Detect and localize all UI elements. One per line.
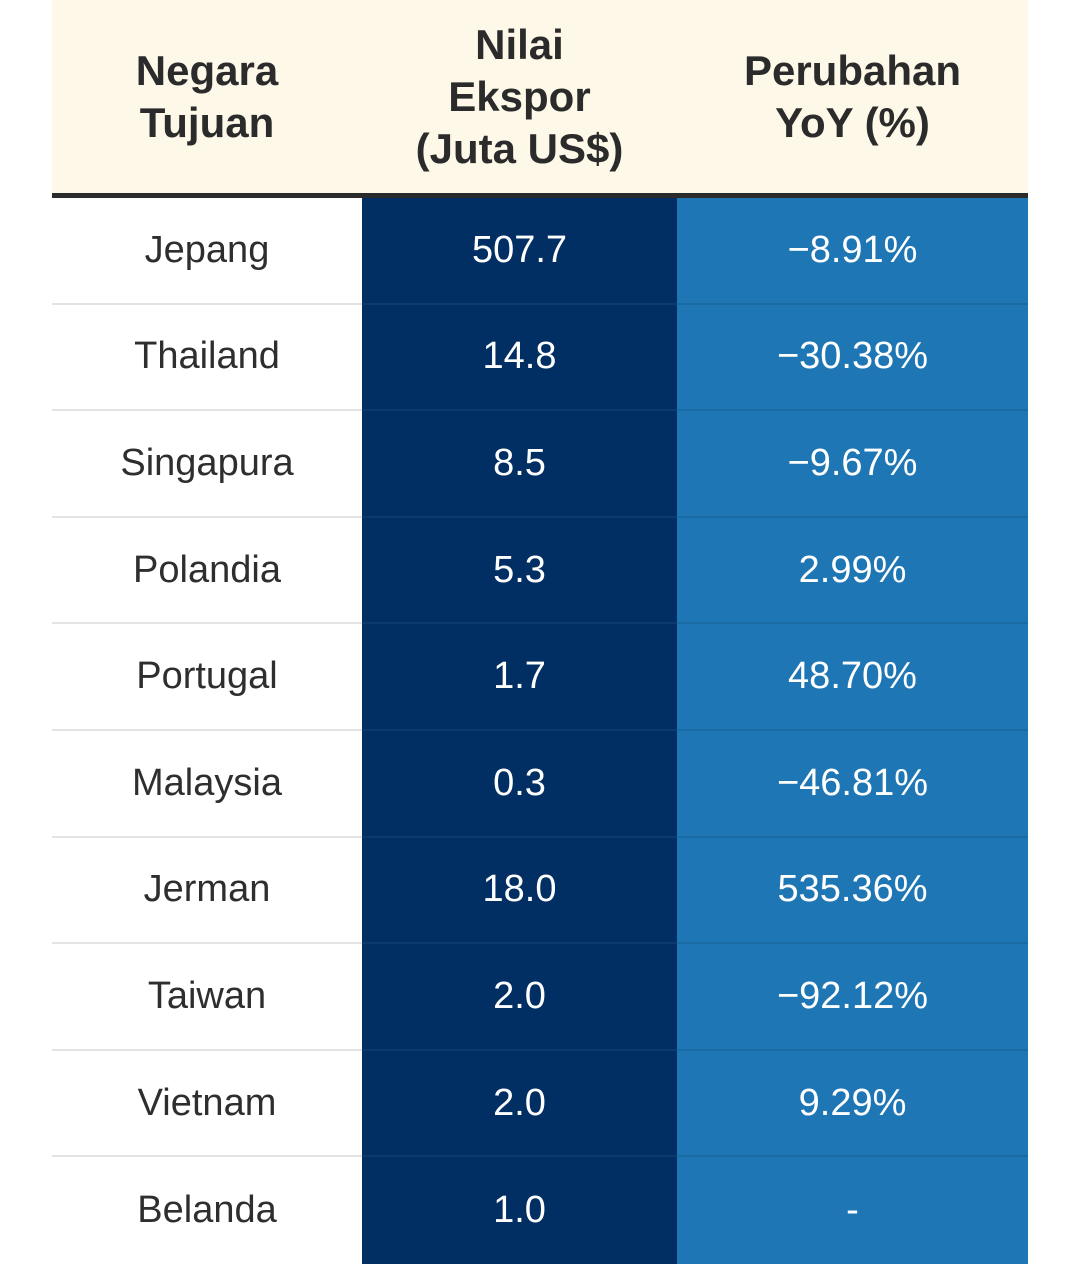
export-table: Negara Tujuan Nilai Ekspor (Juta US$) Pe…: [52, 0, 1028, 1264]
country-cell: Jepang: [52, 198, 362, 305]
yoy-change-cell: 9.29%: [677, 1050, 1028, 1158]
yoy-change-cell: 48.70%: [677, 624, 1028, 731]
export-value-cell: 8.5: [362, 411, 677, 518]
header-export-value: Nilai Ekspor (Juta US$): [415, 20, 624, 172]
table-row: Polandia 5.3 2.99%: [52, 517, 1028, 625]
export-value-cell: 1.0: [362, 1157, 677, 1264]
country-cell: Polandia: [52, 517, 362, 625]
export-value-cell: 1.7: [362, 624, 677, 731]
country-cell: Belanda: [52, 1157, 362, 1264]
yoy-change-cell: 535.36%: [677, 837, 1028, 945]
export-value-cell: 18.0: [362, 837, 677, 945]
yoy-change-cell: 2.99%: [677, 517, 1028, 625]
yoy-change-cell: −46.81%: [677, 730, 1028, 838]
header-country: Negara Tujuan: [135, 46, 279, 146]
table-row: Malaysia 0.3 −46.81%: [52, 730, 1028, 838]
table-row: Thailand 14.8 −30.38%: [52, 304, 1028, 412]
table-row: Singapura 8.5 −9.67%: [52, 411, 1028, 518]
country-cell: Vietnam: [52, 1050, 362, 1158]
table-row: Vietnam 2.0 9.29%: [52, 1050, 1028, 1158]
country-cell: Jerman: [52, 837, 362, 945]
export-value-cell: 5.3: [362, 517, 677, 625]
export-value-cell: 0.3: [362, 730, 677, 838]
yoy-change-cell: −9.67%: [677, 411, 1028, 518]
table-row: Portugal 1.7 48.70%: [52, 624, 1028, 731]
country-cell: Thailand: [52, 304, 362, 412]
country-cell: Taiwan: [52, 944, 362, 1051]
header-yoy-change: Perubahan YoY (%): [743, 46, 962, 146]
country-cell: Portugal: [52, 624, 362, 731]
table-row: Jerman 18.0 535.36%: [52, 837, 1028, 945]
table-row: Taiwan 2.0 −92.12%: [52, 944, 1028, 1051]
table-row: Belanda 1.0 -: [52, 1157, 1028, 1264]
yoy-change-cell: −92.12%: [677, 944, 1028, 1051]
table-header: Negara Tujuan Nilai Ekspor (Juta US$) Pe…: [52, 0, 1028, 198]
table-body: Jepang 507.7 −8.91% Thailand 14.8 −30.38…: [52, 198, 1028, 1264]
export-value-cell: 507.7: [362, 198, 677, 305]
export-value-cell: 2.0: [362, 1050, 677, 1158]
table-row: Jepang 507.7 −8.91%: [52, 198, 1028, 305]
country-cell: Singapura: [52, 411, 362, 518]
yoy-change-cell: -: [677, 1157, 1028, 1264]
country-cell: Malaysia: [52, 730, 362, 838]
yoy-change-cell: −30.38%: [677, 304, 1028, 412]
yoy-change-cell: −8.91%: [677, 198, 1028, 305]
export-value-cell: 14.8: [362, 304, 677, 412]
export-value-cell: 2.0: [362, 944, 677, 1051]
